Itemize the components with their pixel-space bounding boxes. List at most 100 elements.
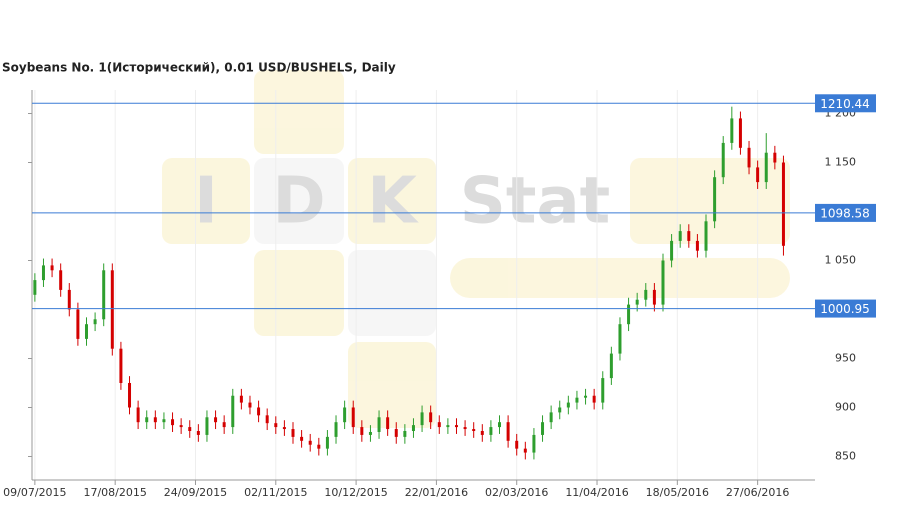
candle-body [188, 427, 192, 432]
candle-body [532, 434, 536, 453]
candle-body [678, 231, 682, 241]
candle-body [128, 382, 132, 408]
candle-body [153, 417, 157, 423]
y-tick-label: 850 [835, 449, 856, 462]
candle-body [360, 427, 364, 435]
watermark-boxes [162, 70, 790, 428]
candle-body [41, 265, 45, 281]
candle-body [584, 395, 588, 398]
level-box [815, 299, 876, 318]
x-tick-label: 24/09/2015 [164, 486, 227, 499]
candle-body [781, 162, 785, 246]
watermark-text: D [272, 165, 325, 239]
candle-body [317, 444, 321, 449]
candle-body [549, 412, 553, 423]
candle-body [454, 425, 458, 428]
candle-body [738, 118, 742, 148]
level-box [815, 94, 876, 113]
x-tick-label: 09/07/2015 [3, 486, 66, 499]
candle-body [747, 147, 751, 168]
candle-body [609, 353, 613, 379]
candle-body [721, 142, 725, 178]
candle-body [205, 417, 209, 435]
candle-body [351, 407, 355, 428]
candle-body [661, 260, 665, 305]
candle-body [489, 427, 493, 435]
candle-body [541, 422, 545, 435]
candle-body [446, 425, 450, 428]
candle-body [480, 431, 484, 435]
x-tick-label: 18/05/2016 [646, 486, 709, 499]
candle-body [343, 407, 347, 423]
candle-body [695, 240, 699, 251]
level-label: 1000.95 [820, 302, 870, 316]
candle-body [773, 152, 777, 163]
watermark-text: Stat [460, 165, 610, 239]
candle-body [377, 417, 381, 432]
candle-body [110, 270, 114, 349]
candle-body [420, 412, 424, 426]
candle-body [644, 289, 648, 300]
candle-body [231, 395, 235, 428]
level-label: 1098.58 [820, 206, 870, 220]
candle-body [119, 348, 123, 383]
candle-body [523, 448, 527, 453]
candle-body [704, 221, 708, 251]
candle-body [558, 407, 562, 413]
candle-body [670, 240, 674, 261]
candle-body [50, 265, 54, 271]
candle-body [575, 397, 579, 403]
candle-body [171, 419, 175, 426]
x-tick-label: 27/06/2016 [726, 486, 789, 499]
candle-body [463, 427, 467, 430]
candle-body [472, 429, 476, 432]
candle-body [334, 422, 338, 437]
candle-body [222, 422, 226, 428]
candle-body [93, 319, 97, 325]
candle-body [265, 415, 269, 424]
candle-body [214, 417, 218, 423]
y-tick-label: 1 050 [825, 254, 857, 267]
candle-body [59, 270, 63, 290]
candle-body [179, 425, 183, 428]
candle-body [429, 412, 433, 423]
candle-body [515, 440, 519, 449]
x-tick-label: 02/11/2015 [244, 486, 307, 499]
level-box [815, 203, 876, 222]
candle-body [764, 152, 768, 183]
candle-body [282, 427, 286, 430]
watermark-text: I [194, 165, 218, 239]
candle-body [84, 324, 88, 339]
candle-body [687, 231, 691, 241]
candle-body [239, 395, 243, 403]
level-label: 1210.44 [820, 97, 870, 111]
candle-body [498, 422, 502, 428]
candle-body [601, 378, 605, 403]
candle-body [652, 289, 656, 305]
candle-body [291, 429, 295, 437]
candle-body [627, 304, 631, 325]
y-tick-label: 900 [835, 400, 856, 413]
candle-body [67, 289, 71, 310]
candle-body [566, 402, 570, 408]
candle-body [730, 118, 734, 143]
candle-body [257, 407, 261, 416]
candle-body [76, 309, 80, 339]
candle-body [437, 422, 441, 428]
x-tick-label: 11/04/2016 [565, 486, 628, 499]
candle-body [102, 270, 106, 320]
candle-body [386, 417, 390, 430]
candle-body [635, 299, 639, 305]
candle-body [145, 417, 149, 423]
candle-body [403, 431, 407, 437]
x-tick-label: 22/01/2016 [405, 486, 468, 499]
x-tick-label: 10/12/2015 [324, 486, 387, 499]
candle-body [308, 440, 312, 445]
candle-body [756, 167, 760, 183]
candle-body [506, 422, 510, 441]
candle-body [274, 423, 278, 428]
candle-body [592, 395, 596, 403]
candle-body [196, 431, 200, 435]
y-tick-label: 950 [835, 351, 856, 364]
